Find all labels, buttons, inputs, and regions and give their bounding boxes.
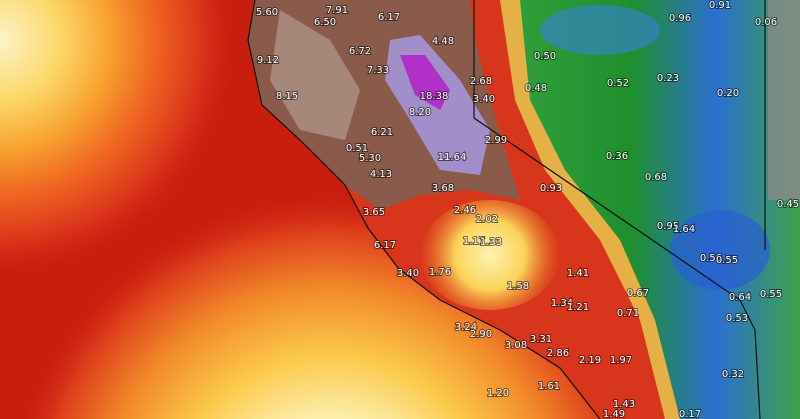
- precip-label: 0.64: [729, 292, 751, 303]
- precip-label: 1.21: [567, 302, 589, 313]
- precip-label: 0.36: [606, 151, 628, 162]
- precip-label: 0.95: [657, 221, 679, 232]
- precip-label: 4.13: [370, 169, 392, 180]
- precip-label: 0.23: [657, 73, 679, 84]
- precip-label: 2.90: [470, 329, 492, 340]
- precip-label: 0.45: [777, 199, 799, 210]
- precip-label: 1.34: [551, 298, 573, 309]
- precip-label: 0.93: [540, 183, 562, 194]
- precip-label: 6.21: [371, 127, 393, 138]
- precip-label: 8.15: [276, 91, 298, 102]
- precip-label: 0.20: [717, 88, 739, 99]
- precip-label: 1.58: [507, 281, 529, 292]
- precip-label: 1.61: [538, 381, 560, 392]
- precip-label: 4.48: [432, 36, 454, 47]
- precip-label: 1.97: [610, 355, 632, 366]
- precip-label: 5.60: [256, 7, 278, 18]
- precip-label: 1.41: [567, 268, 589, 279]
- precip-label: 2.46: [454, 205, 476, 216]
- precip-label: 1.33: [480, 237, 502, 248]
- precip-label: 1.64: [673, 224, 695, 235]
- precip-label: 6.17: [378, 12, 400, 23]
- precip-label: 5.30: [359, 153, 381, 164]
- precip-label: 0.52: [607, 78, 629, 89]
- precip-label: 1.20: [487, 388, 509, 399]
- precip-label: 8.20: [409, 107, 431, 118]
- precip-label: 7.33: [367, 65, 389, 76]
- precip-label: 11.64: [438, 152, 467, 163]
- precip-label: 1.49: [603, 409, 625, 419]
- precip-label: 6.17: [374, 240, 396, 251]
- precip-label: 7.91: [326, 5, 348, 16]
- precip-label: 0.06: [755, 17, 777, 28]
- precip-label: 1.17: [463, 236, 485, 247]
- precip-label: 3.08: [505, 340, 527, 351]
- precip-label: 3.65: [363, 207, 385, 218]
- precip-label: 18.38: [420, 91, 449, 102]
- precip-label: 3.24: [455, 322, 477, 333]
- precip-label: 0.56: [700, 253, 722, 264]
- precip-label: 0.51: [346, 143, 368, 154]
- precip-label: 2.99: [485, 135, 507, 146]
- precip-label: 0.67: [627, 288, 649, 299]
- precip-label: 6.50: [314, 17, 336, 28]
- precip-label: 0.55: [716, 255, 738, 266]
- precip-label: 2.86: [547, 348, 569, 359]
- precip-label: 6.72: [349, 46, 371, 57]
- precip-label: 2.02: [476, 214, 498, 225]
- precip-label: 3.31: [530, 334, 552, 345]
- precip-label: 0.17: [679, 409, 701, 419]
- precip-label: 3.40: [397, 268, 419, 279]
- precip-label: 0.48: [525, 83, 547, 94]
- precip-label: 3.40: [473, 94, 495, 105]
- precip-label: 9.12: [257, 55, 279, 66]
- precip-label: 1.43: [613, 399, 635, 410]
- precip-label: 0.68: [645, 172, 667, 183]
- precip-label: 2.68: [470, 76, 492, 87]
- precip-label: 0.53: [726, 313, 748, 324]
- precip-label: 1.76: [429, 267, 451, 278]
- precip-label: 2.19: [579, 355, 601, 366]
- precip-label: 0.96: [669, 13, 691, 24]
- label-layer: 5.60 7.91 6.17 6.50 9.12 6.72 4.48 7.33 2.68 18.3…: [255, 0, 800, 419]
- precip-label: 0.71: [617, 308, 639, 319]
- precip-label: 0.32: [722, 369, 744, 380]
- precip-label: 0.91: [709, 0, 731, 11]
- precip-label: 0.55: [760, 289, 782, 300]
- precip-label: 3.68: [432, 183, 454, 194]
- precip-label: 0.50: [534, 51, 556, 62]
